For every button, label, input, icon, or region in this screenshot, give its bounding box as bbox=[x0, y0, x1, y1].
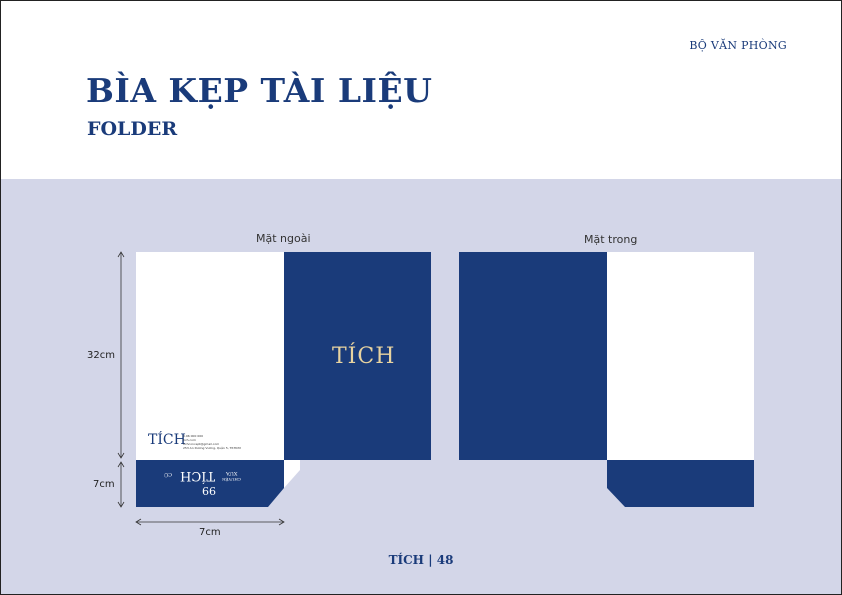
footer-page-number: | 48 bbox=[428, 553, 454, 567]
inner-face bbox=[459, 252, 754, 507]
dimension-lines bbox=[117, 251, 285, 526]
dim-arrow-flap-bottom bbox=[117, 501, 125, 508]
outer-back-panel bbox=[136, 252, 284, 460]
back-logo: TÍCH bbox=[148, 432, 186, 448]
inner-left-panel bbox=[459, 252, 607, 460]
flap-logo: TÍCH bbox=[180, 468, 216, 483]
page-title: BÌA KẸP TÀI LIỆU bbox=[86, 71, 433, 110]
inner-pocket bbox=[607, 460, 754, 507]
footer-brand: TÍCH bbox=[388, 553, 424, 567]
dim-arrow-left bbox=[135, 518, 142, 526]
height-main-label: 32cm bbox=[87, 350, 115, 361]
dim-arrow-right bbox=[278, 518, 285, 526]
inner-right-panel bbox=[607, 252, 754, 460]
contact-block: 0.96 000 000 tich.com tichconcept@gmail.… bbox=[183, 434, 241, 450]
outer-flap-cut bbox=[284, 460, 300, 488]
front-logo: TÍCH bbox=[332, 344, 396, 369]
contact-address: 253 An Dương Vương, Quận 5, TP.HCM bbox=[183, 446, 241, 450]
outer-face bbox=[136, 252, 431, 507]
dim-arrow-flap-top bbox=[117, 461, 125, 468]
inner-view-label: Mặt trong bbox=[584, 233, 638, 246]
contact-email: tichconcept@gmail.com bbox=[183, 442, 220, 446]
dim-arrow-top bbox=[117, 251, 125, 258]
flap-mark: CŨ bbox=[164, 471, 173, 477]
contact-phone: 0.96 000 000 bbox=[183, 434, 204, 438]
height-flap-label: 7cm bbox=[93, 479, 115, 490]
flap-quote-mark: 99 bbox=[202, 484, 216, 497]
page-header: BỘ VĂN PHÒNG BÌA KẸP TÀI LIỆU FOLDER bbox=[1, 1, 841, 179]
outer-front-panel bbox=[284, 252, 431, 460]
page-subtitle: FOLDER bbox=[87, 118, 178, 140]
flap-line2: CHUYỆN bbox=[222, 477, 241, 482]
outer-view-label: Mặt ngoài bbox=[256, 232, 311, 245]
contact-web: tich.com bbox=[183, 438, 196, 442]
width-flap-label: 7cm bbox=[199, 527, 221, 538]
page-footer: TÍCH | 48 bbox=[0, 553, 842, 567]
section-label: BỘ VĂN PHÒNG bbox=[689, 39, 787, 52]
dim-arrow-mid bbox=[117, 452, 125, 459]
outer-flap bbox=[136, 460, 284, 507]
flap-line1: XƯA bbox=[226, 470, 238, 476]
